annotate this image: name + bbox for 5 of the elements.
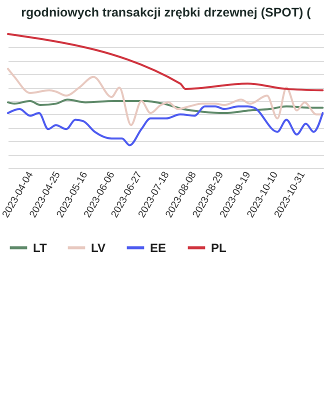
- legend-label: PL: [211, 240, 226, 255]
- legend-label: LT: [33, 240, 48, 255]
- legend-label: EE: [150, 240, 166, 255]
- chart-title: rgodniowych transakcji zrębki drzewnej (SPOT) (: [21, 6, 312, 20]
- legend-label: LV: [91, 240, 106, 255]
